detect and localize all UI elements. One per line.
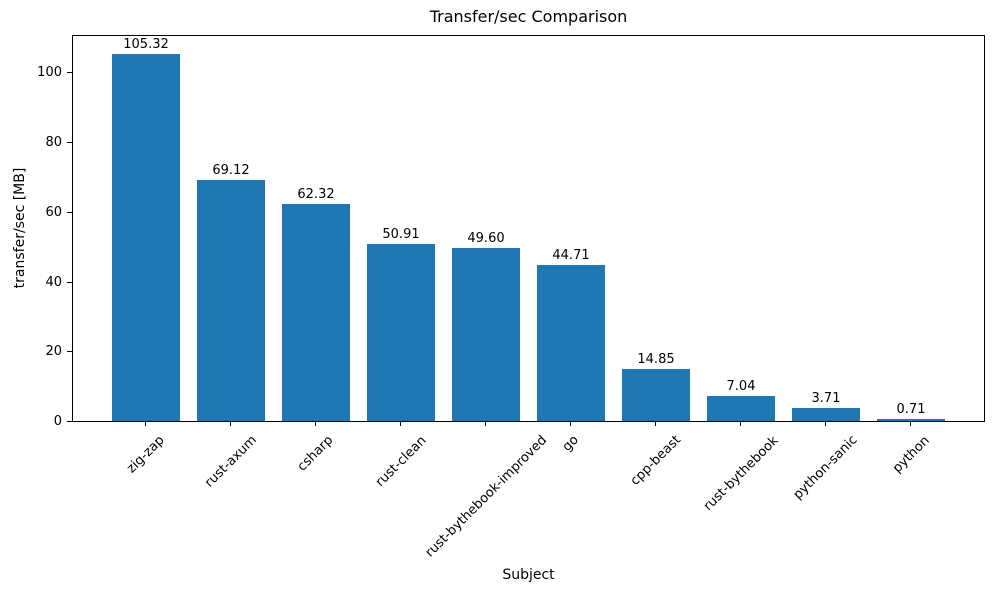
bar-rust-axum <box>197 180 265 421</box>
bar-value-label: 0.71 <box>896 401 926 417</box>
bar-value-label: 105.32 <box>123 36 169 52</box>
chart-title: Transfer/sec Comparison <box>429 7 628 26</box>
bar-value-label: 7.04 <box>726 379 756 395</box>
bar-value-label: 3.71 <box>811 391 841 407</box>
x-tick-label: go <box>559 432 582 455</box>
y-tick-label: 20 <box>45 344 62 360</box>
x-tick-label: rust-bythebook-improved <box>422 432 550 561</box>
bar-python-sanic <box>792 408 860 421</box>
bar-zig-zap <box>112 53 180 421</box>
bar-value-label: 44.71 <box>552 248 590 264</box>
bar-cpp-beast <box>622 369 690 421</box>
x-tick-label: csharp <box>294 433 337 475</box>
x-tick-mark <box>315 422 316 426</box>
x-tick-label: python-sanic <box>790 433 861 503</box>
y-tick-label: 60 <box>45 204 62 220</box>
x-tick-label: rust-bythebook <box>700 432 782 514</box>
x-tick-label: zig-zap <box>124 432 168 477</box>
y-tick-label: 0 <box>53 414 62 429</box>
x-tick-label: python <box>889 432 933 476</box>
y-tick-mark <box>67 351 72 352</box>
bar-value-label: 14.85 <box>637 352 675 368</box>
bar-go <box>537 265 605 421</box>
y-tick-mark <box>67 72 72 73</box>
x-tick-mark <box>230 422 231 426</box>
x-tick-mark <box>740 422 741 426</box>
y-tick-mark <box>67 421 72 422</box>
x-tick-label: rust-axum <box>201 433 260 491</box>
x-tick-label: cpp-beast <box>627 432 684 490</box>
bar-rust-bythebook <box>707 396 775 421</box>
y-tick-mark <box>67 212 72 213</box>
x-tick-mark <box>145 422 146 426</box>
y-tick-label: 40 <box>45 274 62 290</box>
x-tick-mark <box>570 422 571 426</box>
x-axis-label: Subject <box>502 567 555 583</box>
x-tick-mark <box>400 422 401 426</box>
bar-value-label: 50.91 <box>382 226 420 242</box>
x-tick-label: rust-clean <box>372 432 430 490</box>
bar-value-label: 49.60 <box>467 231 505 247</box>
x-tick-mark <box>655 422 656 426</box>
bar-csharp <box>282 203 350 421</box>
y-tick-label: 100 <box>37 65 62 81</box>
y-axis-label: transfer/sec [MB] <box>12 167 28 289</box>
x-tick-mark <box>485 422 486 426</box>
y-tick-mark <box>67 282 72 283</box>
bar-python <box>877 418 945 421</box>
bar-rust-clean <box>367 243 435 421</box>
x-tick-mark <box>825 422 826 426</box>
bar-rust-bythebook-improved <box>452 248 520 421</box>
y-tick-label: 80 <box>45 135 62 151</box>
bar-value-label: 62.32 <box>297 186 335 202</box>
bar-value-label: 69.12 <box>212 163 250 178</box>
plot-area <box>72 35 985 422</box>
x-tick-mark <box>910 422 911 426</box>
y-tick-mark <box>67 142 72 143</box>
